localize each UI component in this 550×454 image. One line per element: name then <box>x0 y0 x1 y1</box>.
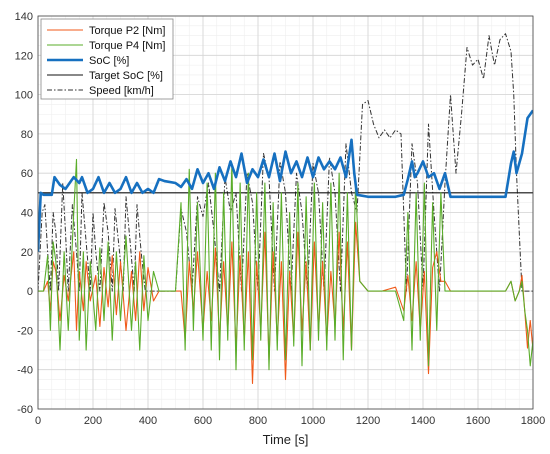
legend-label-target-soc: Target SoC [%] <box>89 70 163 82</box>
x-tick-label: 0 <box>35 415 41 427</box>
x-tick-label: 1200 <box>356 415 380 427</box>
y-tick-label: 140 <box>15 11 33 23</box>
legend-label-torque-p4: Torque P4 [Nm] <box>89 40 165 52</box>
x-tick-label: 1800 <box>521 415 545 427</box>
series-layer <box>38 33 533 385</box>
series-line-speed <box>38 33 533 292</box>
series-line-torque-p4 <box>38 158 533 371</box>
x-tick-label: 600 <box>194 415 212 427</box>
legend-label-soc: SoC [%] <box>89 55 129 67</box>
x-tick-label: 200 <box>84 415 102 427</box>
y-tick-label: 20 <box>21 247 33 259</box>
x-tick-label: 1600 <box>466 415 490 427</box>
legend-label-speed: Speed [km/h] <box>89 85 154 97</box>
x-tick-label: 1000 <box>301 415 325 427</box>
x-tick-label: 1400 <box>411 415 435 427</box>
y-tick-label: -60 <box>17 404 33 416</box>
y-tick-label: -40 <box>17 365 33 377</box>
legend-label-torque-p2: Torque P2 [Nm] <box>89 25 165 37</box>
series-line-soc <box>38 109 533 252</box>
y-tick-label: -20 <box>17 325 33 337</box>
x-tick-label: 400 <box>139 415 157 427</box>
y-tick-label: 100 <box>15 90 33 102</box>
plot-frame <box>37 15 534 410</box>
y-axis: -60 -40 -20 0 20 40 60 80 100 120 140 <box>15 11 33 416</box>
legend: Torque P2 [Nm] Torque P4 [Nm] SoC [%] Targe… <box>40 18 174 100</box>
y-tick-label: 40 <box>21 208 33 220</box>
y-tick-label: 0 <box>27 286 33 298</box>
y-tick-label: 80 <box>21 129 33 141</box>
x-axis: 0 200 400 600 800 1000 1200 1400 1600 1800 <box>35 415 545 427</box>
y-tick-label: 60 <box>21 168 33 180</box>
y-tick-label: 120 <box>15 50 33 62</box>
x-tick-label: 800 <box>249 415 267 427</box>
x-axis-label: Time [s] <box>263 432 309 447</box>
